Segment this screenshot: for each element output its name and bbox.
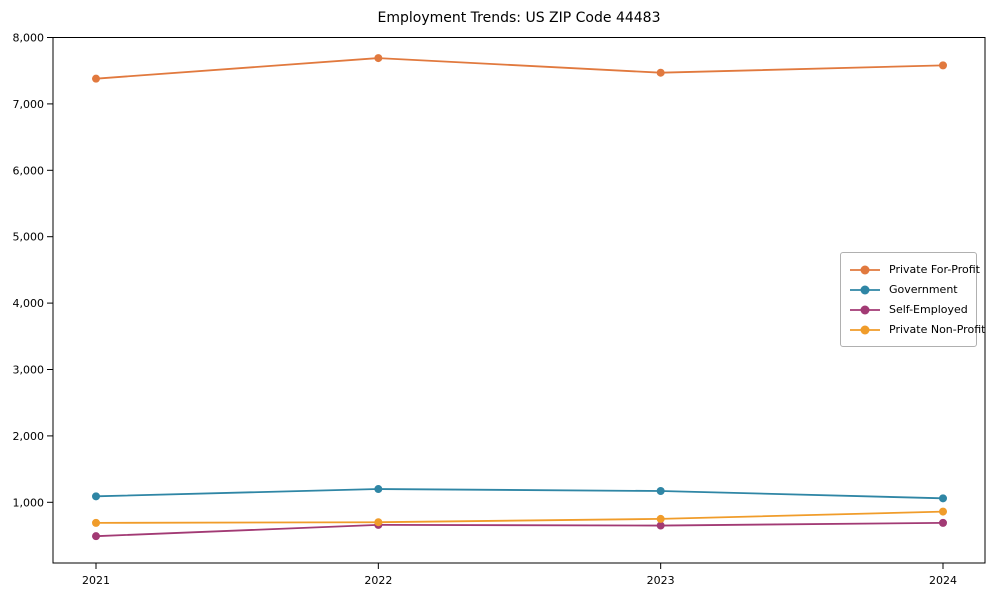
- legend-item-government: Government: [841, 283, 976, 296]
- legend: Private For-Profit Government Self-Emplo…: [840, 252, 985, 347]
- y-tick-label: 8,000: [13, 32, 45, 45]
- data-point-marker: [656, 521, 665, 530]
- data-point-marker: [656, 68, 665, 77]
- series-line: [95, 57, 944, 80]
- legend-item-private-for-profit: Private For-Profit: [841, 263, 980, 276]
- data-point-marker: [656, 487, 665, 496]
- series-line: [95, 510, 944, 524]
- series-line: [95, 488, 944, 500]
- chart-title: Employment Trends: US ZIP Code 44483: [377, 10, 661, 26]
- data-point-marker: [374, 485, 383, 494]
- x-tick-label: 2021: [82, 574, 110, 587]
- x-tick-label: 2023: [647, 574, 675, 587]
- legend-label: Private For-Profit: [889, 263, 980, 276]
- y-tick-label: 6,000: [13, 164, 45, 177]
- plot-frame: [52, 37, 986, 564]
- y-tick-label: 4,000: [13, 297, 45, 310]
- legend-marker-icon: [850, 305, 880, 314]
- legend-marker-icon: [850, 325, 880, 334]
- legend-label: Government: [889, 283, 958, 296]
- data-point-marker: [374, 518, 383, 527]
- data-point-marker: [939, 507, 947, 516]
- y-tick-label: 3,000: [13, 364, 45, 377]
- data-point-marker: [92, 492, 100, 501]
- data-point-marker: [92, 518, 100, 527]
- legend-marker-icon: [850, 265, 880, 274]
- data-point-marker: [656, 514, 665, 523]
- legend-item-private-non-profit: Private Non-Profit: [841, 323, 985, 336]
- data-point-marker: [92, 532, 100, 541]
- x-tick-label: 2022: [364, 574, 392, 587]
- legend-label: Private Non-Profit: [889, 323, 986, 336]
- series-line: [95, 521, 944, 538]
- data-point-marker: [939, 518, 947, 527]
- y-tick-label: 2,000: [13, 430, 45, 443]
- y-tick-label: 1,000: [13, 496, 45, 509]
- data-point-marker: [92, 74, 100, 83]
- legend-marker-icon: [850, 285, 880, 294]
- x-tick-label: 2024: [929, 574, 957, 587]
- y-tick-label: 7,000: [13, 98, 45, 111]
- data-point-marker: [374, 54, 383, 63]
- legend-label: Self-Employed: [889, 303, 968, 316]
- legend-item-self-employed: Self-Employed: [841, 303, 976, 316]
- y-tick-label: 5,000: [13, 231, 45, 244]
- data-point-marker: [939, 494, 947, 503]
- data-point-marker: [939, 61, 947, 70]
